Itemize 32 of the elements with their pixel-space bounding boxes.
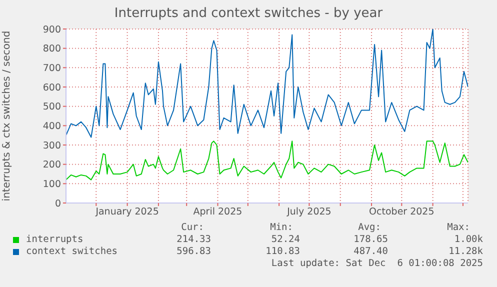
text: Max: (447, 222, 470, 233)
text: 1.00k (453, 234, 483, 245)
legend-label: interrupts (26, 234, 84, 245)
x-tick-label: April 2025 (193, 206, 242, 218)
text: Avg: (358, 222, 381, 233)
y-tick-label: 0 (54, 198, 61, 210)
text: 487.40 (352, 246, 388, 257)
x-tick-label: July 2025 (286, 206, 332, 218)
y-tick-label: 500 (42, 102, 61, 113)
y-tick-label: 400 (42, 121, 61, 132)
y-tick-label: 200 (42, 160, 61, 171)
y-tick-label: 700 (42, 63, 61, 74)
text: 214.33 (176, 234, 211, 245)
y-tick-label: 300 (42, 140, 61, 152)
text: 178.65 (352, 234, 388, 245)
line-series (66, 140, 468, 180)
x-tick-label: October 2025 (369, 206, 434, 218)
y-tick-label: 900 (42, 24, 61, 36)
text: Min: (270, 222, 293, 233)
y-tick-label: 100 (42, 179, 61, 190)
text: Last update: Sat Dec 6 01:00:08 2025 (271, 258, 483, 269)
text: 110.83 (264, 246, 300, 257)
text: 596.83 (176, 246, 211, 257)
chart-title: Interrupts and context switches - by year (113, 6, 384, 21)
x-tick-label: January 2025 (94, 206, 159, 218)
text: Cur: (180, 222, 204, 233)
text: 52.24 (270, 234, 300, 245)
y-axis-title: interrupts & ctx switches / second (2, 30, 13, 202)
y-tick-label: 600 (42, 82, 61, 94)
y-tick-label: 800 (42, 44, 61, 55)
text: 11.28k (448, 246, 483, 257)
legend-label: context switches (26, 246, 118, 257)
